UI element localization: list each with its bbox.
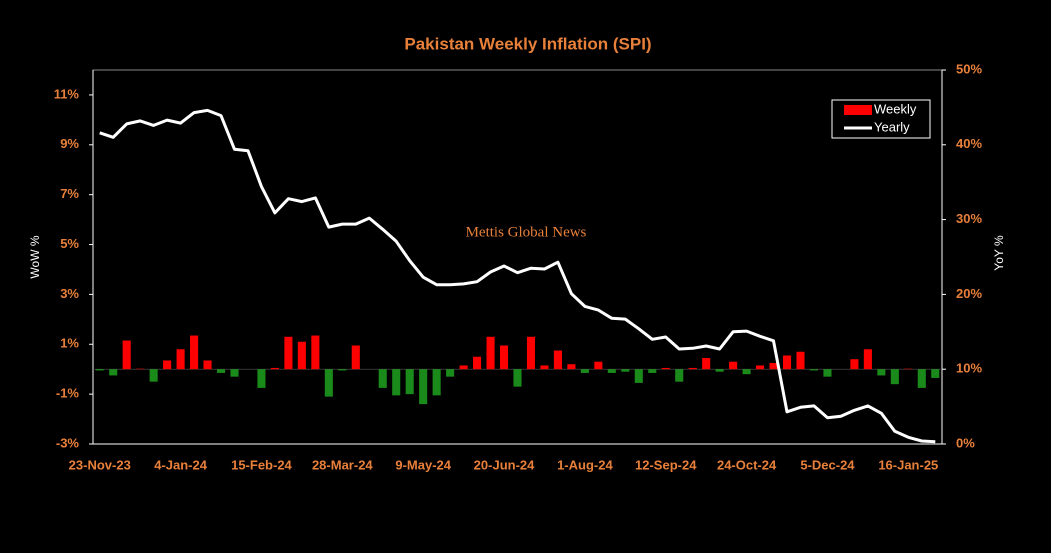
bar [850, 359, 859, 370]
bar [284, 336, 293, 370]
bar [446, 369, 455, 377]
x-tick-label: 9-May-24 [395, 457, 451, 472]
bar [392, 369, 401, 396]
legend-label: Weekly [874, 101, 917, 116]
bar [594, 361, 603, 370]
bar [499, 345, 509, 370]
x-tick-label: 20-Jun-24 [474, 457, 535, 472]
x-tick-label: 4-Jan-24 [154, 457, 208, 472]
bar [216, 369, 226, 373]
bar [661, 367, 670, 370]
bar [351, 345, 360, 370]
bar [419, 369, 428, 405]
bar [567, 364, 576, 370]
x-tick-label: 16-Jan-25 [878, 457, 938, 472]
bar [621, 369, 630, 372]
bar [338, 369, 347, 371]
bar [109, 369, 118, 376]
bar [297, 341, 306, 370]
bar [634, 369, 643, 383]
y2-tick-label: 10% [956, 361, 982, 376]
bar [163, 360, 172, 370]
bar [540, 365, 549, 370]
y-tick-label: 11% [54, 86, 80, 101]
bar [796, 351, 805, 370]
chart-title: Pakistan Weekly Inflation (SPI) [404, 34, 651, 53]
bar [405, 369, 414, 395]
bar [809, 369, 819, 371]
bar [270, 367, 279, 370]
x-tick-label: 23-Nov-23 [69, 457, 131, 472]
y-axis-label: WoW % [28, 235, 42, 278]
y-tick-label: 5% [60, 236, 79, 251]
y2-tick-label: 50% [956, 61, 982, 76]
bar [769, 362, 778, 370]
bar [459, 365, 468, 370]
bar [742, 369, 751, 375]
bar [122, 340, 131, 370]
bar [607, 369, 616, 373]
bar [756, 365, 765, 370]
bar [203, 360, 212, 370]
y2-tick-label: 40% [956, 136, 982, 151]
y-tick-label: -3% [56, 435, 80, 450]
x-tick-label: 5-Dec-24 [800, 457, 855, 472]
bar [702, 357, 711, 370]
bar [782, 355, 792, 370]
bar [324, 369, 333, 397]
bar [190, 335, 199, 370]
bar [877, 369, 886, 376]
y-tick-label: -1% [56, 386, 80, 401]
y-tick-label: 9% [60, 136, 79, 151]
bar [823, 369, 832, 377]
x-tick-label: 24-Oct-24 [717, 457, 777, 472]
bar [432, 369, 441, 396]
bar [257, 369, 266, 388]
x-tick-label: 28-Mar-24 [312, 457, 373, 472]
bar [729, 361, 738, 370]
bar [95, 369, 104, 371]
bar [715, 369, 724, 372]
y2-axis-label: YoY % [992, 235, 1006, 271]
y2-tick-label: 30% [956, 211, 982, 226]
bar [176, 349, 185, 370]
legend-swatch [844, 105, 872, 115]
x-tick-label: 1-Aug-24 [557, 457, 613, 472]
y-tick-label: 3% [60, 286, 79, 301]
legend-label: Yearly [874, 119, 910, 134]
bar [675, 369, 684, 382]
bar [230, 369, 239, 377]
bar [526, 336, 536, 370]
annotation: Mettis Global News [466, 224, 587, 240]
y-tick-label: 1% [60, 336, 79, 351]
bar [931, 369, 940, 378]
bar [473, 356, 482, 370]
y2-tick-label: 0% [956, 435, 975, 450]
bar [863, 349, 872, 370]
bar [580, 369, 589, 373]
y-tick-label: 7% [60, 186, 79, 201]
bar [378, 369, 387, 388]
bar [486, 336, 495, 370]
line [99, 108, 936, 444]
bar [311, 335, 320, 370]
bar [890, 369, 899, 385]
bar [648, 369, 657, 373]
bar [149, 369, 158, 382]
bar [917, 369, 926, 388]
bar [688, 367, 697, 370]
bar [513, 369, 522, 387]
bar [553, 350, 562, 370]
y2-tick-label: 20% [956, 286, 982, 301]
x-tick-label: 12-Sep-24 [635, 457, 697, 472]
x-tick-label: 15-Feb-24 [231, 457, 292, 472]
